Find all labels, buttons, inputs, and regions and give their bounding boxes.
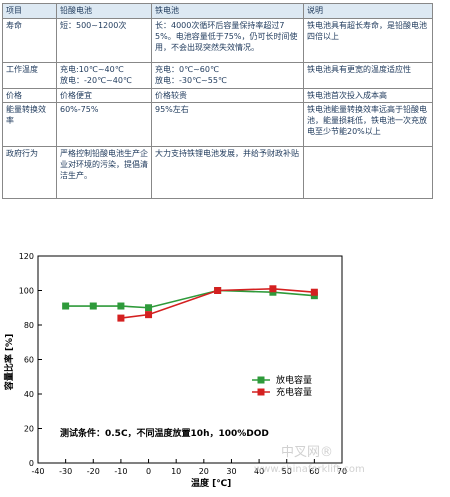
x-tick-label: -30	[59, 467, 72, 476]
data-point	[117, 302, 125, 310]
comparison-table: 项目 铅酸电池 铁电池 说明 寿命 短：500~1200次 长：4000次循环后容量保持率超…	[2, 3, 433, 199]
table-cell: 铁电池首次投入成本高	[303, 88, 433, 103]
y-axis-label: 容量比率 [%]	[3, 334, 15, 391]
table-cell: 工作温度	[2, 62, 57, 89]
table-cell: 价格	[2, 88, 57, 103]
y-tick-label: 60	[24, 356, 34, 365]
x-tick-label: 20	[199, 467, 209, 476]
data-point	[89, 302, 97, 310]
x-tick-label: 10	[171, 467, 181, 476]
table-cell: 95%左右	[151, 102, 304, 147]
chart-svg: -40 -30 -20 -10 0 10 20 30 40 50 60 70 0 20 40 60 80 100 1…	[3, 252, 365, 489]
y-tick-label: 80	[24, 321, 34, 330]
table-row: 能量转换效率 60%-75% 95%左右 铁电池能量转换效率远高于铅酸电池，能量损耗低…	[2, 102, 433, 147]
x-tick-label: -20	[87, 467, 100, 476]
x-tick-label: 50	[282, 467, 292, 476]
x-tick-label: 0	[146, 467, 151, 476]
data-point	[214, 287, 222, 294]
table-header-cell: 说明	[303, 3, 433, 19]
legend-label: 放电容量	[276, 374, 312, 386]
table-cell: 寿命	[2, 18, 57, 63]
table-cell: 充电：0℃~60℃ 放电：-30℃~55℃	[151, 62, 304, 89]
legend-label: 充电容量	[276, 386, 312, 398]
table-cell: 长：4000次循环后容量保持率超过75%。电池容量低于75%，仍可长时间使用，不…	[151, 18, 304, 63]
table-cell	[303, 146, 433, 199]
table-cell: 价格便宜	[56, 88, 152, 103]
table-header-cell: 铁电池	[151, 3, 304, 19]
table-row: 工作温度 充电:10℃~40℃ 放电：-20℃~40℃ 充电：0℃~60℃ 放电：-…	[2, 62, 433, 89]
table-header-cell: 项目	[2, 3, 57, 19]
table-row: 政府行为 严格控制铅酸电池生产企业对环境的污染，提倡清洁生产。 大力支持铁锂电池发展…	[2, 146, 433, 199]
x-tick-label: 40	[254, 467, 264, 476]
y-tick-label: 0	[29, 459, 34, 468]
data-point	[145, 311, 153, 319]
table-cell: 短：500~1200次	[56, 18, 152, 63]
x-tick-label: 60	[309, 467, 319, 476]
table-cell: 大力支持铁锂电池发展，并给予财政补贴	[151, 146, 304, 199]
watermark-logo: 中叉网®	[281, 445, 333, 460]
x-tick-label: -10	[114, 467, 127, 476]
table-cell: 铁电池具有更宽的温度适应性	[303, 62, 433, 89]
data-point	[269, 285, 277, 293]
x-tick-label: 30	[226, 467, 236, 476]
table-row: 寿命 短：500~1200次 长：4000次循环后容量保持率超过75%。电池容量低于…	[2, 18, 433, 63]
table-header-cell: 铅酸电池	[56, 3, 152, 19]
table-row: 价格 价格便宜 价格较贵 铁电池首次投入成本高	[2, 88, 433, 103]
data-point	[310, 288, 318, 296]
x-tick-label: 70	[337, 467, 347, 476]
x-axis-label: 温度 [℃]	[191, 477, 231, 489]
table-cell: 价格较贵	[151, 88, 304, 103]
legend-marker	[257, 376, 265, 384]
watermark-url: www.chinaforklift.com	[254, 464, 365, 475]
y-tick-label: 120	[19, 252, 34, 261]
table-cell: 60%-75%	[56, 102, 152, 147]
series-line-1	[65, 289, 315, 309]
table-cell: 能量转换效率	[2, 102, 57, 147]
table-cell: 政府行为	[2, 146, 57, 199]
x-tick-label: -40	[31, 467, 44, 476]
legend-marker	[257, 388, 265, 396]
data-point	[145, 304, 153, 312]
table-cell: 严格控制铅酸电池生产企业对环境的污染，提倡清洁生产。	[56, 146, 152, 199]
data-point	[117, 314, 125, 322]
y-tick-label: 40	[24, 390, 34, 399]
capacity-chart: -40 -30 -20 -10 0 10 20 30 40 50 60 70 0 20 40 60 80 100 1…	[0, 244, 450, 493]
y-tick-label: 100	[19, 287, 34, 296]
data-point	[62, 302, 70, 310]
table-cell: 充电:10℃~40℃ 放电：-20℃~40℃	[56, 62, 152, 89]
y-tick-label: 20	[24, 425, 34, 434]
table-cell: 铁电池具有超长寿命，是铅酸电池四倍以上	[303, 18, 433, 63]
chart-annotation: 测试条件：0.5C，不同温度放置10h，100%DOD	[60, 427, 269, 439]
table-cell: 铁电池能量转换效率远高于铅酸电池，能量损耗低，铁电池一次充放电至少节能20%以上	[303, 102, 433, 147]
